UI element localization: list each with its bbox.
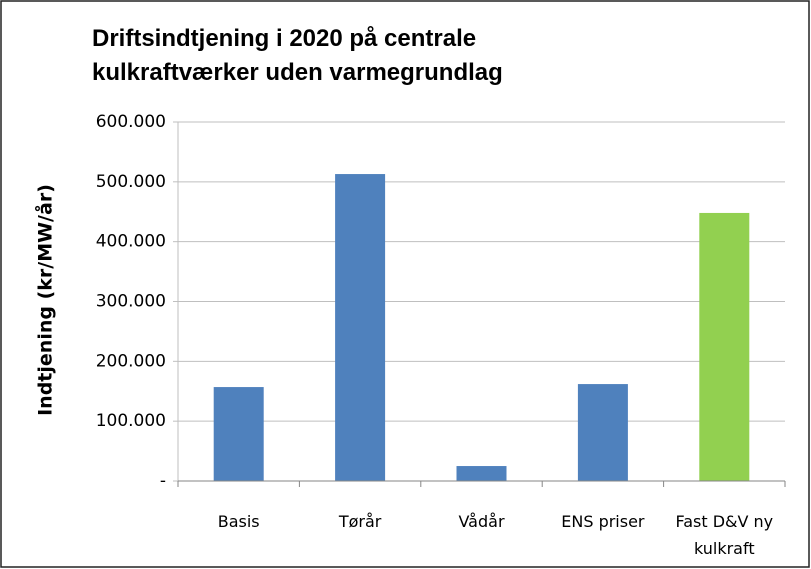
y-tick-label: 300.000 — [96, 292, 166, 312]
bar — [699, 212, 750, 482]
y-tick-label: 500.000 — [96, 172, 166, 192]
y-tick-label: - — [160, 471, 166, 491]
bar — [456, 466, 507, 481]
x-tick-label: Basis — [217, 512, 260, 531]
bar — [335, 174, 386, 481]
y-tick-label: 400.000 — [96, 232, 166, 252]
x-tick-label: Vådår — [458, 512, 505, 531]
x-tick-label: Tørår — [338, 512, 382, 531]
x-tick-label: Fast D&V ny kulkraft — [675, 512, 774, 558]
y-axis-label: Indtjening (kr/MW/år) — [33, 184, 57, 416]
y-tick-label: 200.000 — [96, 351, 166, 371]
chart-title: Driftsindtjening i 2020 på centrale kulk… — [92, 25, 503, 86]
y-tick-label: 100.000 — [96, 411, 166, 431]
x-tick-label: ENS priser — [561, 512, 645, 531]
bar — [577, 384, 628, 481]
y-tick-label: 600.000 — [96, 112, 166, 132]
bar — [213, 387, 264, 481]
